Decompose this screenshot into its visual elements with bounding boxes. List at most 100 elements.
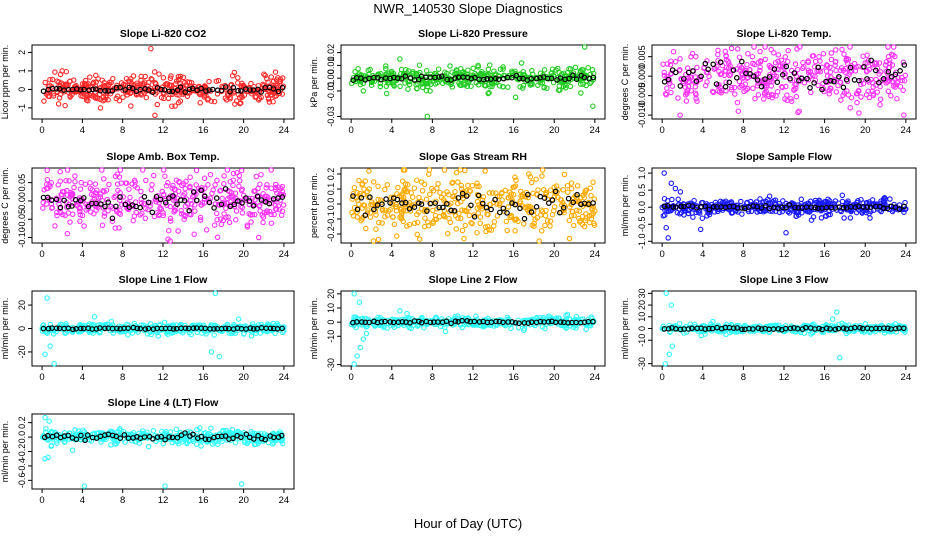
outlier-point	[357, 300, 361, 304]
y-axis-label: Licor ppm per min.	[0, 45, 10, 120]
data-point	[448, 64, 452, 68]
data-point	[269, 186, 273, 190]
data-point	[398, 84, 402, 88]
data-point	[152, 173, 156, 177]
data-point	[762, 97, 766, 101]
y-axis-label: ml/min per min.	[0, 298, 10, 360]
x-tick-label: 12	[779, 249, 790, 260]
data-point	[570, 186, 574, 190]
x-tick-label: 4	[389, 125, 394, 136]
data-point	[240, 211, 244, 215]
data-point	[376, 184, 380, 188]
outlier-point	[398, 309, 402, 313]
data-point	[401, 179, 405, 183]
data-point	[746, 52, 750, 56]
x-tick-label: 12	[468, 125, 479, 136]
outlier-point	[398, 57, 402, 61]
outlier-point	[902, 113, 906, 117]
outlier-point	[405, 311, 409, 315]
outlier-point	[361, 89, 365, 93]
data-point	[462, 236, 466, 240]
data-point	[65, 231, 69, 235]
data-point	[161, 76, 165, 80]
data-point	[769, 84, 773, 88]
data-point	[878, 103, 882, 107]
data-point	[209, 426, 213, 430]
data-point	[258, 182, 262, 186]
x-tick-label: 24	[279, 125, 290, 136]
data-point	[420, 189, 424, 193]
data-point	[569, 181, 573, 185]
data-point	[149, 188, 153, 192]
y-tick-label: -0.5	[637, 216, 647, 232]
outlier-point	[361, 337, 365, 341]
y-tick-label: 10	[326, 303, 336, 313]
x-tick-label: 16	[198, 495, 209, 506]
outlier-point	[43, 352, 47, 356]
data-point	[676, 96, 680, 100]
data-point	[758, 49, 762, 53]
data-point	[364, 226, 368, 230]
data-point	[139, 189, 143, 193]
data-point	[542, 68, 546, 72]
x-tick-label: 8	[741, 125, 746, 136]
y-tick-label: 0.0	[326, 198, 336, 211]
x-tick-label: 0	[349, 125, 354, 136]
y-tick-label: 30	[637, 288, 647, 298]
mean-point	[142, 195, 146, 199]
data-point	[269, 221, 273, 225]
data-point	[579, 91, 583, 95]
mean-point	[869, 58, 873, 62]
data-point	[540, 174, 544, 178]
x-tick-label: 16	[819, 249, 830, 260]
data-point	[678, 57, 682, 61]
data-point	[840, 199, 844, 203]
data-point	[467, 213, 471, 217]
data-point	[868, 216, 872, 220]
data-point	[233, 441, 237, 445]
panel-title: Slope Li-820 Temp.	[737, 28, 832, 40]
data-point	[763, 57, 767, 61]
data-point	[143, 216, 147, 220]
x-tick-label: 20	[549, 125, 560, 136]
mean-point	[808, 86, 812, 90]
mean-point	[841, 85, 845, 89]
data-point	[155, 102, 159, 106]
outlier-point	[213, 291, 217, 295]
data-point	[661, 62, 665, 66]
data-point	[385, 183, 389, 187]
data-point	[88, 75, 92, 79]
outlier-point	[669, 181, 673, 185]
outlier-point	[98, 106, 102, 110]
y-tick-label: 0.02	[326, 44, 336, 62]
y-tick-label: 0.0	[17, 431, 27, 444]
data-point	[566, 190, 570, 194]
data-point	[383, 187, 387, 191]
data-point	[195, 442, 199, 446]
data-point	[213, 183, 217, 187]
y-axis-label: ml/min per min.	[309, 298, 319, 360]
data-point	[522, 222, 526, 226]
data-point	[903, 73, 907, 77]
data-point	[199, 444, 203, 448]
data-point	[684, 99, 688, 103]
data-point	[530, 180, 534, 184]
data-point	[53, 224, 57, 228]
data-point	[786, 48, 790, 52]
mean-point	[138, 206, 142, 210]
data-point	[676, 197, 680, 201]
data-point	[273, 70, 277, 74]
data-point	[443, 329, 447, 333]
data-point	[236, 76, 240, 80]
x-tick-label: 4	[389, 249, 394, 260]
data-point	[378, 84, 382, 88]
data-point	[227, 220, 231, 224]
x-tick-label: 4	[389, 372, 394, 383]
x-tick-label: 8	[120, 249, 125, 260]
y-tick-label: 1.0	[637, 167, 647, 180]
x-tick-label: 24	[279, 249, 290, 260]
data-point	[671, 50, 675, 54]
